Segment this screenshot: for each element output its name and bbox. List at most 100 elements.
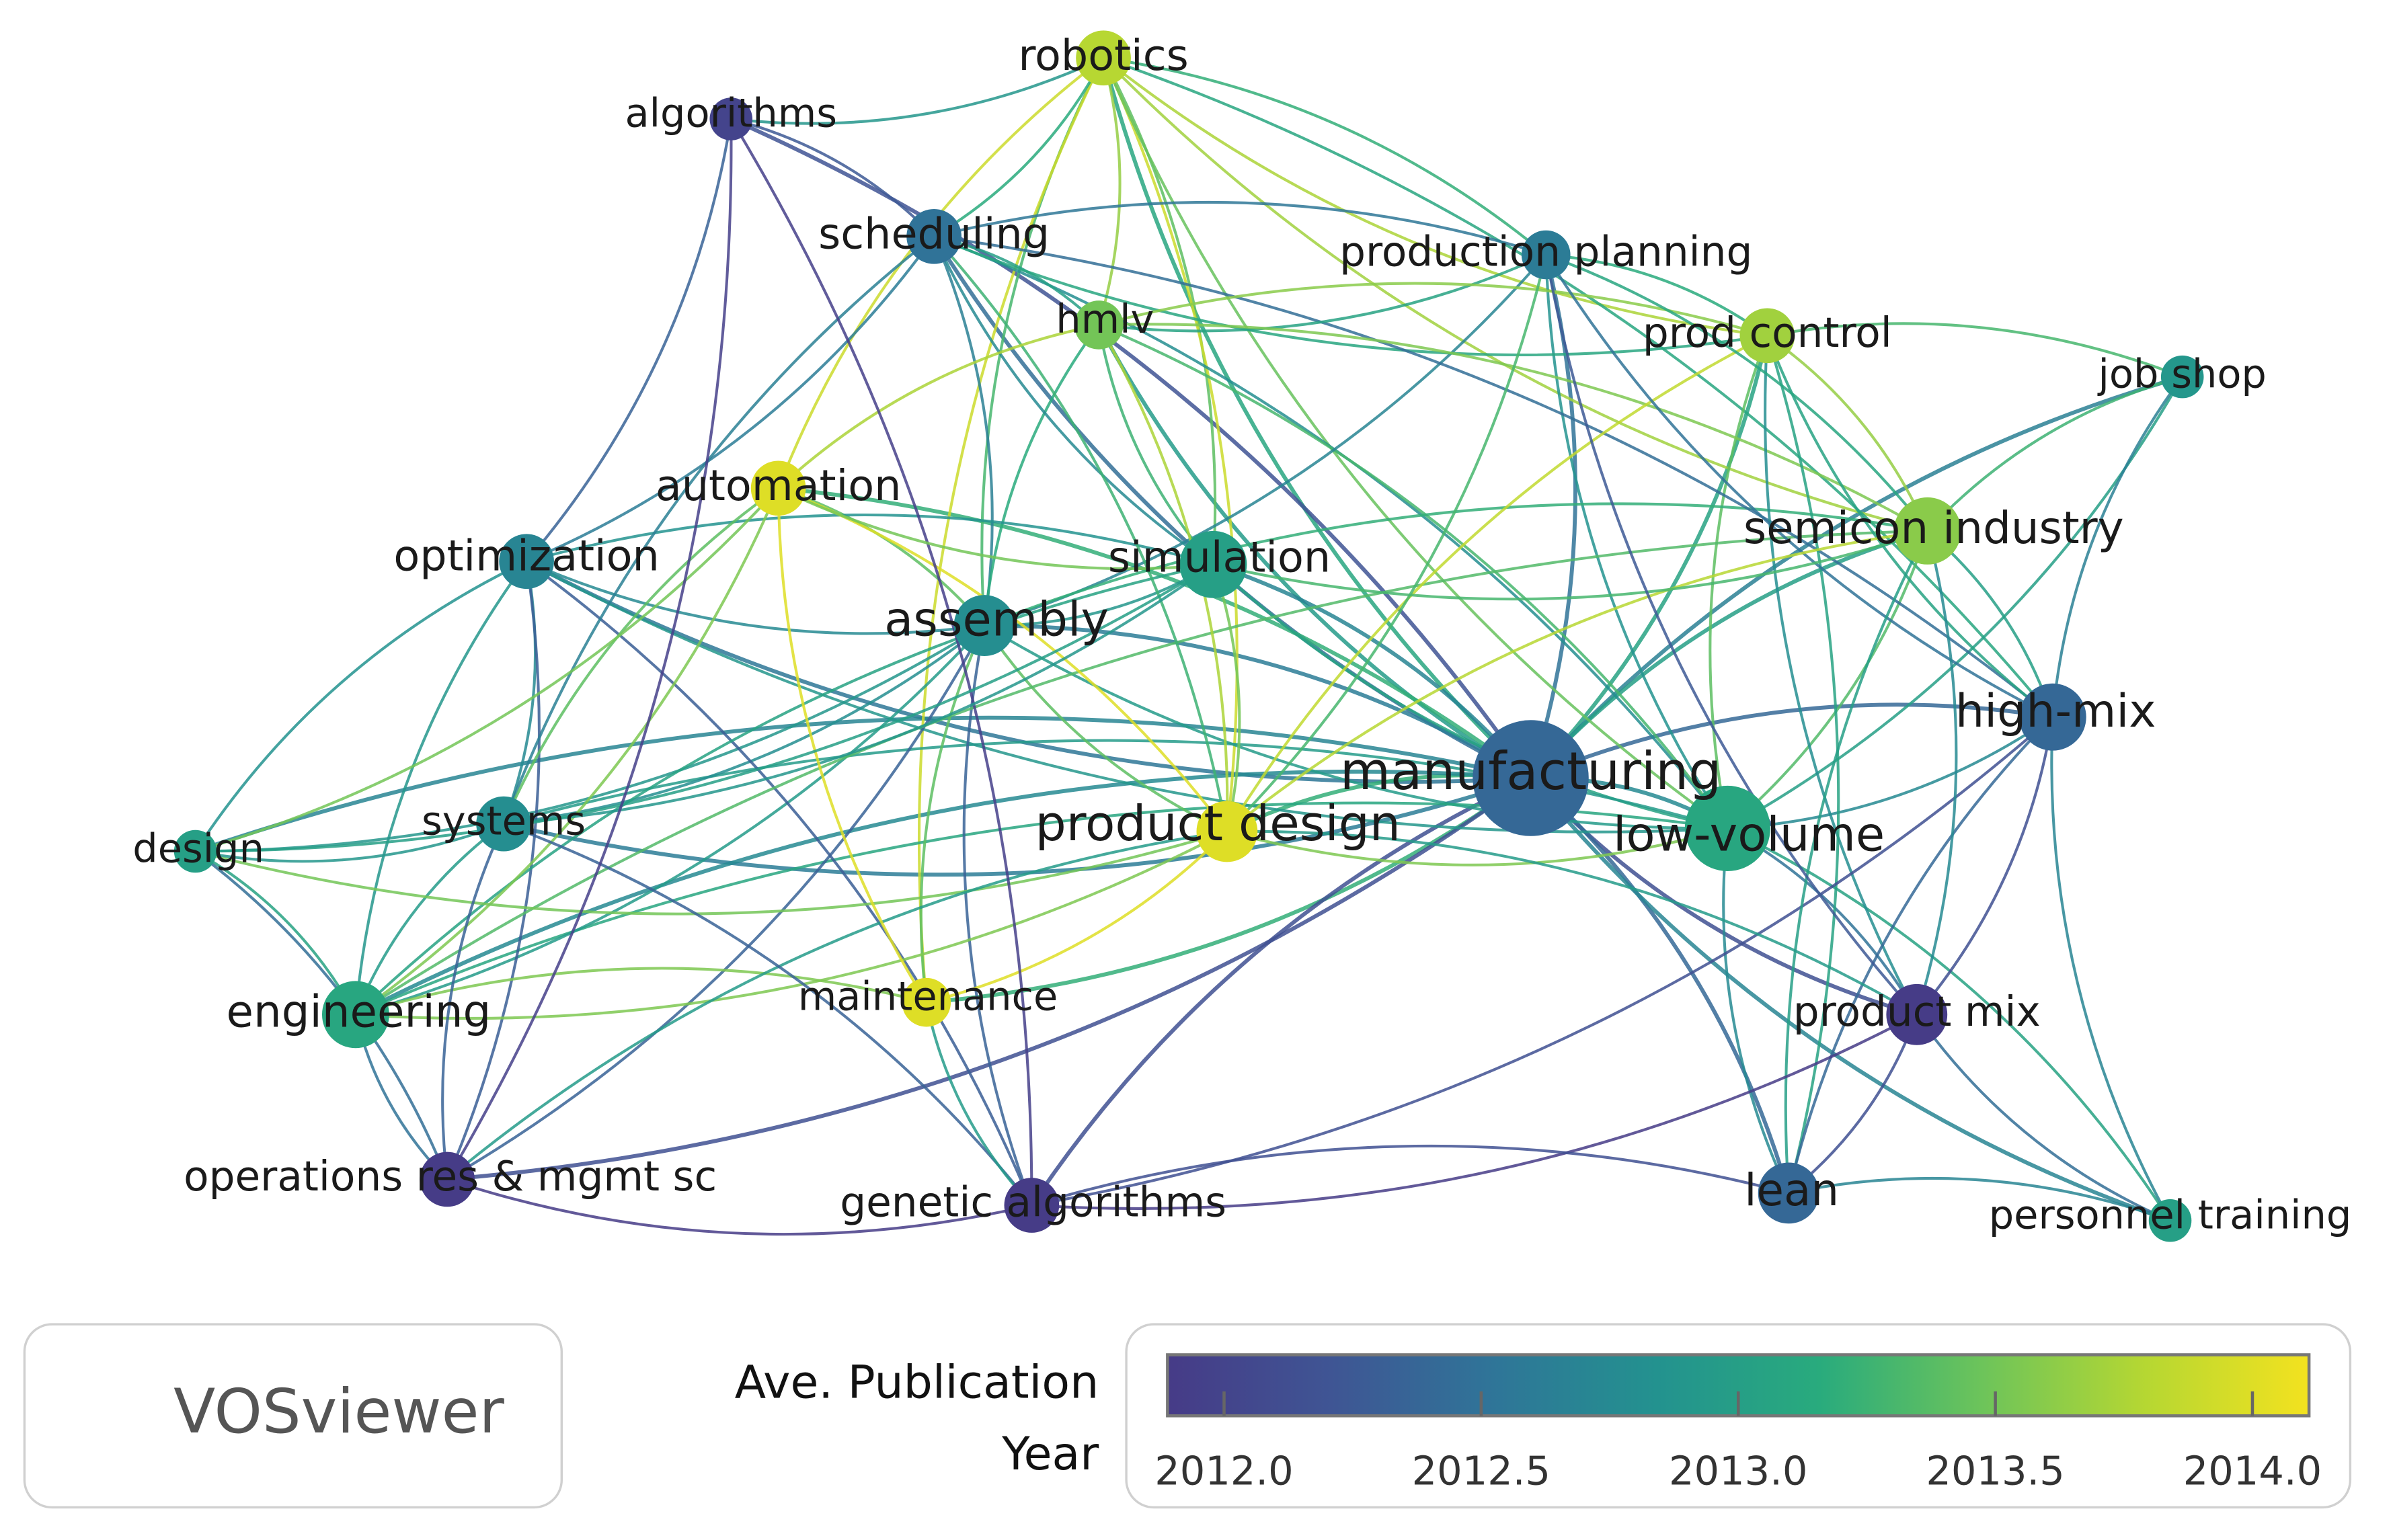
edge: [195, 563, 1214, 853]
edge: [1101, 57, 1532, 780]
edge: [778, 486, 1532, 780]
edge: [1226, 829, 1918, 1016]
node: [1196, 801, 1258, 862]
edge: [933, 235, 2054, 719]
edge: [919, 624, 986, 1003]
colorbar-tick-label: 2014.0: [2183, 1448, 2322, 1494]
edge: [355, 967, 927, 1016]
node: [906, 208, 962, 264]
edge: [984, 502, 1928, 627]
node-label: algorithms: [625, 90, 837, 136]
node: [1473, 720, 1589, 836]
node: [173, 829, 217, 873]
edge: [2051, 376, 2184, 717]
node-label: design: [132, 825, 264, 872]
node-label: low-volume: [1613, 807, 1885, 862]
node-label: simulation: [1108, 532, 1331, 582]
edge: [1544, 253, 2053, 719]
edge: [446, 1178, 1032, 1236]
edge: [503, 822, 1033, 1207]
colorbar-ticks: 2012.0 2012.5 2013.0 2013.5 2014.0: [1154, 1391, 2322, 1494]
node: [1893, 497, 1961, 565]
edge: [354, 487, 780, 1016]
node: [1074, 300, 1124, 350]
edge: [1097, 324, 1532, 780]
node: [1076, 30, 1131, 86]
edge: [926, 830, 1228, 1004]
edge: [526, 560, 985, 635]
edge: [1031, 1144, 1789, 1207]
edge: [777, 487, 986, 626]
node: [2160, 355, 2204, 399]
node: [476, 796, 531, 852]
edge: [1544, 254, 1729, 829]
edge: [1727, 716, 2053, 830]
edges: [194, 56, 2184, 1236]
edge: [1102, 56, 1768, 337]
edge: [195, 822, 504, 863]
edge: [1709, 335, 1769, 829]
edge: [1787, 716, 2054, 1194]
node: [1886, 983, 1948, 1045]
edge: [525, 559, 1531, 784]
edge: [1029, 776, 1532, 1207]
edge: [1097, 57, 1122, 326]
edge: [962, 625, 1033, 1206]
edge: [195, 830, 1228, 916]
edge: [777, 487, 1214, 571]
colorbar-tick-label: 2013.0: [1669, 1448, 1807, 1494]
node-label: product mix: [1793, 988, 2041, 1036]
edge: [1767, 322, 2183, 378]
node-label: lean: [1744, 1164, 1839, 1216]
colorbar-tick-label: 2012.5: [1412, 1448, 1551, 1494]
edge: [1784, 530, 1929, 1194]
node: [2018, 683, 2086, 751]
node: [1739, 308, 1795, 364]
edge: [354, 529, 1928, 1016]
edge: [932, 235, 1532, 780]
node: [1758, 1162, 1819, 1224]
edge: [1764, 335, 1918, 1016]
edge: [1102, 57, 1729, 830]
node: [1004, 1178, 1060, 1233]
edge: [1031, 1013, 1918, 1210]
edge: [1102, 56, 1928, 532]
edge: [1099, 253, 1547, 333]
edge: [355, 624, 986, 1016]
edge: [1727, 827, 2172, 1221]
edge: [354, 561, 528, 1015]
edge: [1915, 530, 1958, 1015]
edge: [354, 769, 1531, 1016]
edge: [933, 200, 1546, 256]
node-label: engineering: [227, 985, 492, 1037]
edge: [1916, 1014, 2171, 1222]
edge: [1727, 376, 2184, 830]
edge: [983, 624, 1228, 833]
node: [1521, 230, 1571, 280]
edge: [1226, 334, 1768, 833]
node-label: operations res & mgmt sc: [184, 1153, 717, 1201]
edge: [933, 235, 1768, 357]
edge: [525, 560, 1033, 1206]
edge: [933, 235, 1214, 566]
edge: [1098, 323, 1729, 829]
edge: [1530, 702, 2053, 780]
edge: [1546, 253, 1768, 337]
node-label: genetic algorithms: [840, 1179, 1226, 1227]
edge: [1102, 57, 1239, 832]
brand-box: [23, 1323, 563, 1509]
edge: [195, 487, 780, 853]
node: [750, 460, 806, 516]
edge: [503, 563, 1214, 825]
edge: [1103, 56, 2054, 719]
legend-title: Ave. Publication: [735, 1356, 1099, 1409]
edge: [526, 513, 1214, 566]
edge: [1212, 564, 1241, 832]
edge: [441, 823, 505, 1180]
edge: [933, 235, 994, 626]
edge: [1031, 716, 2054, 1207]
edge: [446, 119, 733, 1180]
edge: [1722, 828, 1790, 1194]
node: [953, 595, 1015, 656]
